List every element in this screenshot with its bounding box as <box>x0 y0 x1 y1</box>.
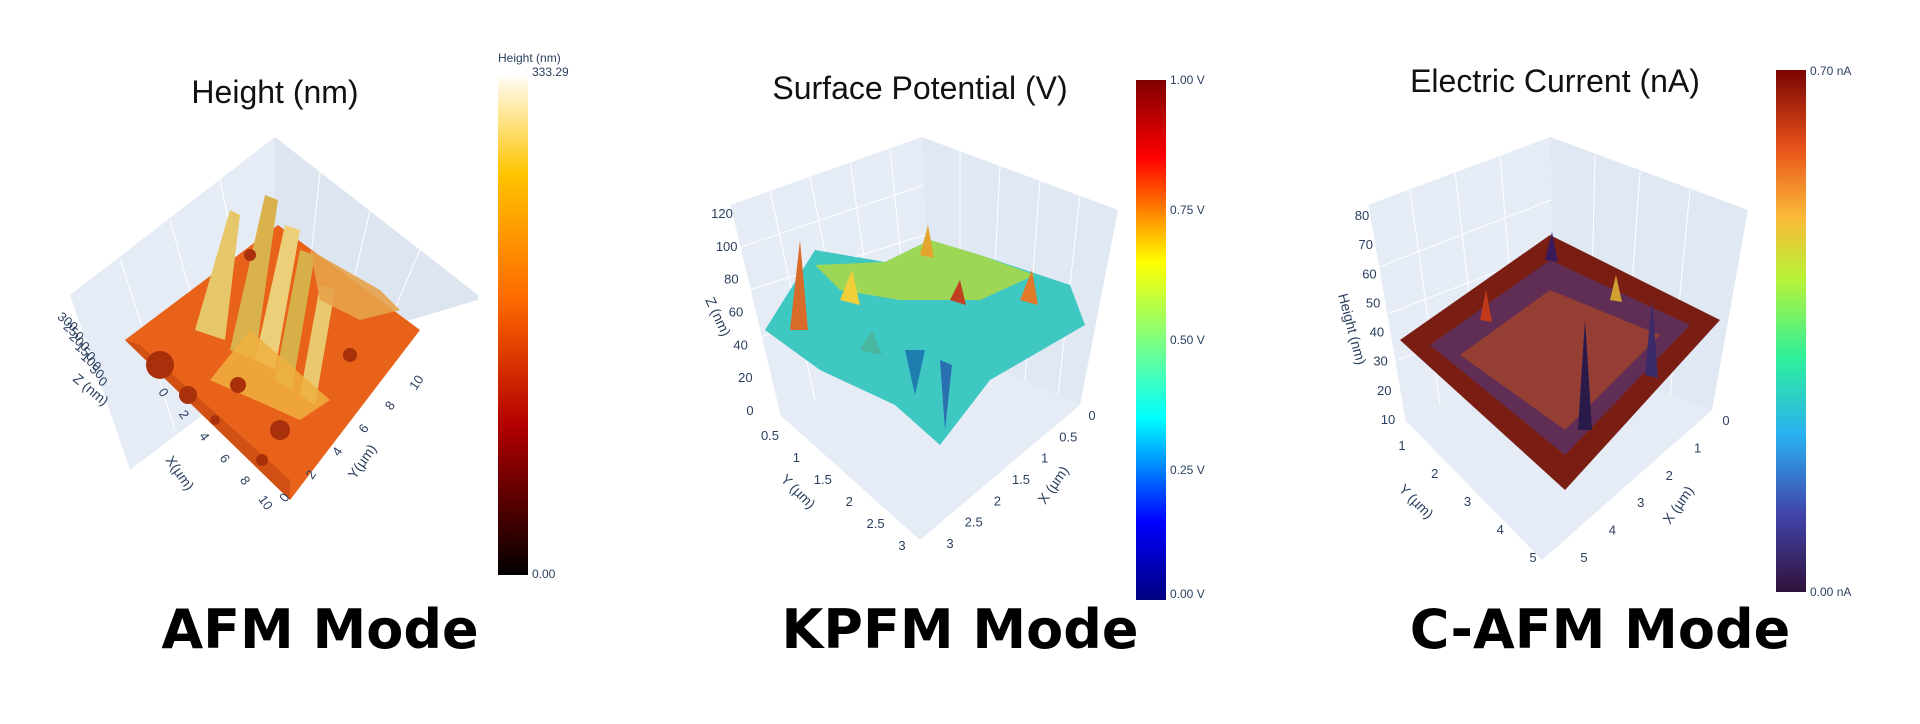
cafm-colorbar-max: 0.70 nA <box>1810 64 1851 78</box>
cafm-surface-noise-2 <box>1460 290 1660 430</box>
cafm-y-tick: 3 <box>1464 494 1471 509</box>
cafm-y-tick: 2 <box>1431 466 1438 481</box>
cafm-z-tick: 30 <box>1373 354 1387 369</box>
afm-x-tick: 4 <box>196 429 212 444</box>
kpfm-y-tick: 0.5 <box>761 428 779 443</box>
afm-x-axis-label: X(µm) <box>163 453 198 494</box>
kpfm-colorbar-tick: 1.00 V <box>1170 73 1205 87</box>
kpfm-colorbar-tick: 0.75 V <box>1170 203 1205 217</box>
kpfm-y-tick: 2.5 <box>867 516 885 531</box>
cafm-colorbar-min: 0.00 nA <box>1810 585 1851 599</box>
afm-colorbar-min: 0.00 <box>532 567 556 581</box>
afm-x-tick: 6 <box>217 451 233 466</box>
kpfm-x-tick: 0.5 <box>1059 429 1077 444</box>
cafm-z-axis-label: Height (nm) <box>1335 292 1369 367</box>
kpfm-x-tick: 1.5 <box>1012 472 1030 487</box>
cafm-plot: Electric Current (nA) Height (nm) Y (µm)… <box>1335 63 1851 599</box>
kpfm-title: Surface Potential (V) <box>772 70 1067 106</box>
afm-colorbar <box>498 73 528 575</box>
cafm-x-tick: 2 <box>1666 468 1673 483</box>
cafm-x-tick: 3 <box>1637 495 1644 510</box>
cafm-title: Electric Current (nA) <box>1410 63 1700 99</box>
afm-y-tick: 4 <box>329 444 345 459</box>
afm-y-tick: 6 <box>355 421 371 436</box>
afm-x-tick: 10 <box>255 492 276 512</box>
cafm-z-tick: 80 <box>1355 208 1369 223</box>
cafm-x-tick: 4 <box>1609 523 1616 538</box>
afm-mode-label: AFM Mode <box>161 598 479 661</box>
cafm-z-tick: 40 <box>1370 325 1384 340</box>
kpfm-panel: Surface Potential (V) Z (nm) <box>640 0 1280 724</box>
kpfm-z-tick: 60 <box>729 305 743 320</box>
cafm-z-tick: 20 <box>1377 383 1391 398</box>
cafm-spikes <box>1480 232 1658 430</box>
kpfm-x-tick: 0 <box>1088 408 1095 423</box>
kpfm-y-tick: 1 <box>793 450 800 465</box>
cafm-z-tick: 50 <box>1366 295 1380 310</box>
cafm-x-tick: 1 <box>1694 440 1701 455</box>
kpfm-y-axis-label: Y (µm) <box>778 471 819 512</box>
cafm-y-tick: 4 <box>1497 522 1504 537</box>
afm-y-axis-label: Y(µm) <box>344 441 379 482</box>
afm-plot: Height (nm) Z (nm) <box>55 51 569 581</box>
afm-colorbar-title: Height (nm) <box>498 51 561 65</box>
kpfm-z-tick: 80 <box>724 272 738 287</box>
afm-panel: Height (nm) Z (nm) <box>0 0 640 724</box>
kpfm-x-axis-label: X (µm) <box>1034 463 1071 507</box>
cafm-x-axis-label: X (µm) <box>1659 483 1696 527</box>
kpfm-colorbar <box>1136 80 1166 600</box>
kpfm-mode-label: KPFM Mode <box>781 598 1139 661</box>
kpfm-colorbar-tick: 0.50 V <box>1170 333 1205 347</box>
afm-ridges <box>195 195 400 420</box>
cafm-colorbar <box>1776 70 1806 592</box>
kpfm-surface-top <box>815 240 1035 300</box>
kpfm-plot: Surface Potential (V) Z (nm) <box>702 70 1205 600</box>
cafm-mode-label: C-AFM Mode <box>1409 598 1791 661</box>
kpfm-colorbar-tick: 0.00 V <box>1170 587 1205 600</box>
kpfm-z-tick: 0 <box>746 403 753 418</box>
afm-pits <box>146 249 357 466</box>
cafm-y-tick: 5 <box>1529 550 1536 565</box>
cafm-y-axis-label: Y (µm) <box>1396 481 1437 522</box>
cafm-z-tick: 60 <box>1362 266 1376 281</box>
cafm-z-tick: 70 <box>1358 237 1372 252</box>
cafm-x-tick: 5 <box>1580 550 1587 565</box>
cafm-y-tick: 1 <box>1398 438 1405 453</box>
kpfm-x-tick: 2.5 <box>965 515 983 530</box>
cafm-panel: Electric Current (nA) Height (nm) Y (µm)… <box>1280 0 1920 724</box>
afm-colorbar-max: 333.29 <box>532 65 569 79</box>
cafm-z-tick: 10 <box>1381 412 1395 427</box>
kpfm-colorbar-ticks: 1.00 V 0.75 V 0.50 V 0.25 V 0.00 V <box>1170 73 1205 600</box>
afm-y-tick: 10 <box>406 372 427 392</box>
kpfm-spikes <box>790 225 1038 430</box>
kpfm-z-tick: 120 <box>711 206 733 221</box>
kpfm-z-tick: 40 <box>733 337 747 352</box>
kpfm-y-tick: 2 <box>846 494 853 509</box>
afm-title: Height (nm) <box>191 74 358 110</box>
afm-x-tick: 8 <box>237 473 253 488</box>
kpfm-y-tick: 3 <box>898 538 905 553</box>
kpfm-x-tick: 3 <box>946 536 953 551</box>
kpfm-x-tick: 1 <box>1041 451 1048 466</box>
cafm-x-tick: 0 <box>1722 413 1729 428</box>
kpfm-x-tick: 2 <box>994 493 1001 508</box>
kpfm-z-tick: 100 <box>716 239 738 254</box>
kpfm-y-tick: 1.5 <box>814 472 832 487</box>
afm-y-tick: 8 <box>382 398 398 413</box>
kpfm-scene-floor <box>780 340 1080 540</box>
kpfm-z-tick: 20 <box>738 370 752 385</box>
afm-surface-shade <box>125 340 290 500</box>
kpfm-colorbar-tick: 0.25 V <box>1170 463 1205 477</box>
